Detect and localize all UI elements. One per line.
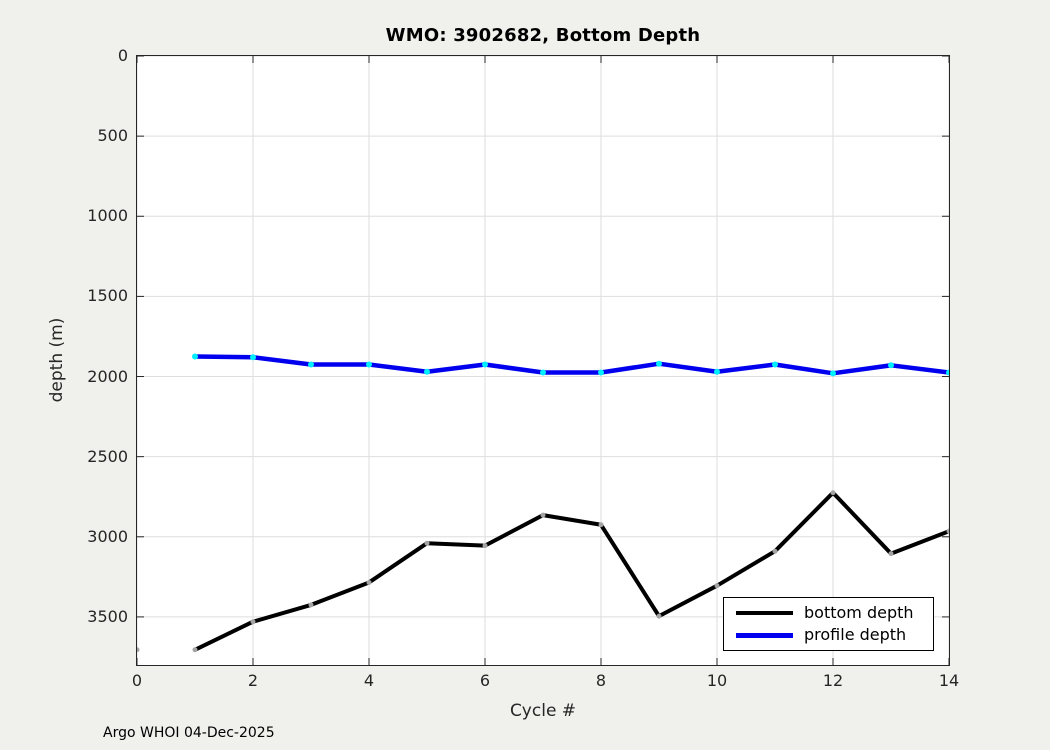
data-point-marker-profile-depth [772,361,778,368]
legend-entry-bottom-depth[interactable]: bottom depth [724,602,933,622]
data-point-marker-profile-depth [250,354,256,361]
data-point-marker-profile-depth [540,369,546,376]
y-tick-label: 2500 [87,446,128,466]
legend-line-sample-profile-depth [736,632,793,638]
series-line-bottom-depth [193,490,949,652]
data-point-marker-bottom-depth [598,522,604,528]
data-point-marker-profile-depth [656,360,662,367]
legend[interactable]: bottom depth profile depth [723,597,934,651]
legend-line-sample-bottom-depth [736,610,793,615]
data-point-marker-profile-depth [888,362,894,369]
x-tick-label: 2 [247,671,259,690]
data-point-marker-profile-depth [598,369,604,376]
y-tick-label: 500 [97,126,128,146]
legend-label: bottom depth [804,602,914,622]
data-point-marker-profile-depth [830,370,836,377]
x-tick-label: 0 [131,671,143,690]
data-point-marker-bottom-depth [250,619,256,625]
data-point-marker-bottom-depth [366,579,372,585]
data-point-marker-bottom-depth [714,583,720,589]
isolated-data-point-marker-bottom-depth [137,647,140,653]
data-point-marker-bottom-depth [308,602,314,608]
y-tick-label: 2000 [87,366,128,386]
legend-entry-profile-depth[interactable]: profile depth [724,627,933,643]
y-tick-label: 1500 [87,286,128,306]
chart-title: WMO: 3902682, Bottom Depth [385,25,701,46]
x-tick-label: 6 [479,671,491,690]
data-point-marker-bottom-depth [888,551,894,557]
data-point-marker-bottom-depth [656,613,662,619]
data-point-marker-bottom-depth [946,528,949,534]
legend-label: profile depth [804,625,907,645]
y-axis-label: depth (m) [47,317,67,403]
y-tick-label: 3000 [87,526,128,546]
data-point-marker-profile-depth [308,361,314,368]
x-axis-label: Cycle # [509,701,577,721]
data-point-marker-profile-depth [714,368,720,375]
x-tick-label: 8 [595,671,607,690]
y-tick-label: 3500 [87,606,128,626]
chart-canvas [137,56,949,665]
data-point-marker-profile-depth [482,361,488,368]
data-point-marker-bottom-depth [772,548,778,554]
data-point-marker-profile-depth [946,369,949,376]
data-point-marker-bottom-depth [482,543,488,549]
data-point-marker-bottom-depth [830,490,836,496]
x-tick-label: 12 [822,671,844,690]
x-tick-label: 14 [938,671,960,690]
data-point-marker-bottom-depth [540,512,546,518]
data-point-marker-profile-depth [366,361,372,368]
series-line-profile-depth [192,354,949,376]
data-point-marker-profile-depth [192,353,198,360]
x-tick-label: 10 [706,671,728,690]
plot-area [136,55,950,666]
x-tick-label: 4 [363,671,375,690]
y-tick-label: 0 [117,46,128,65]
data-point-marker-bottom-depth [192,647,198,653]
data-point-marker-profile-depth [424,368,430,375]
y-tick-label: 1000 [87,206,128,226]
data-point-marker-bottom-depth [424,540,430,546]
watermark-text: Argo WHOI 04-Dec-2025 [103,725,275,741]
